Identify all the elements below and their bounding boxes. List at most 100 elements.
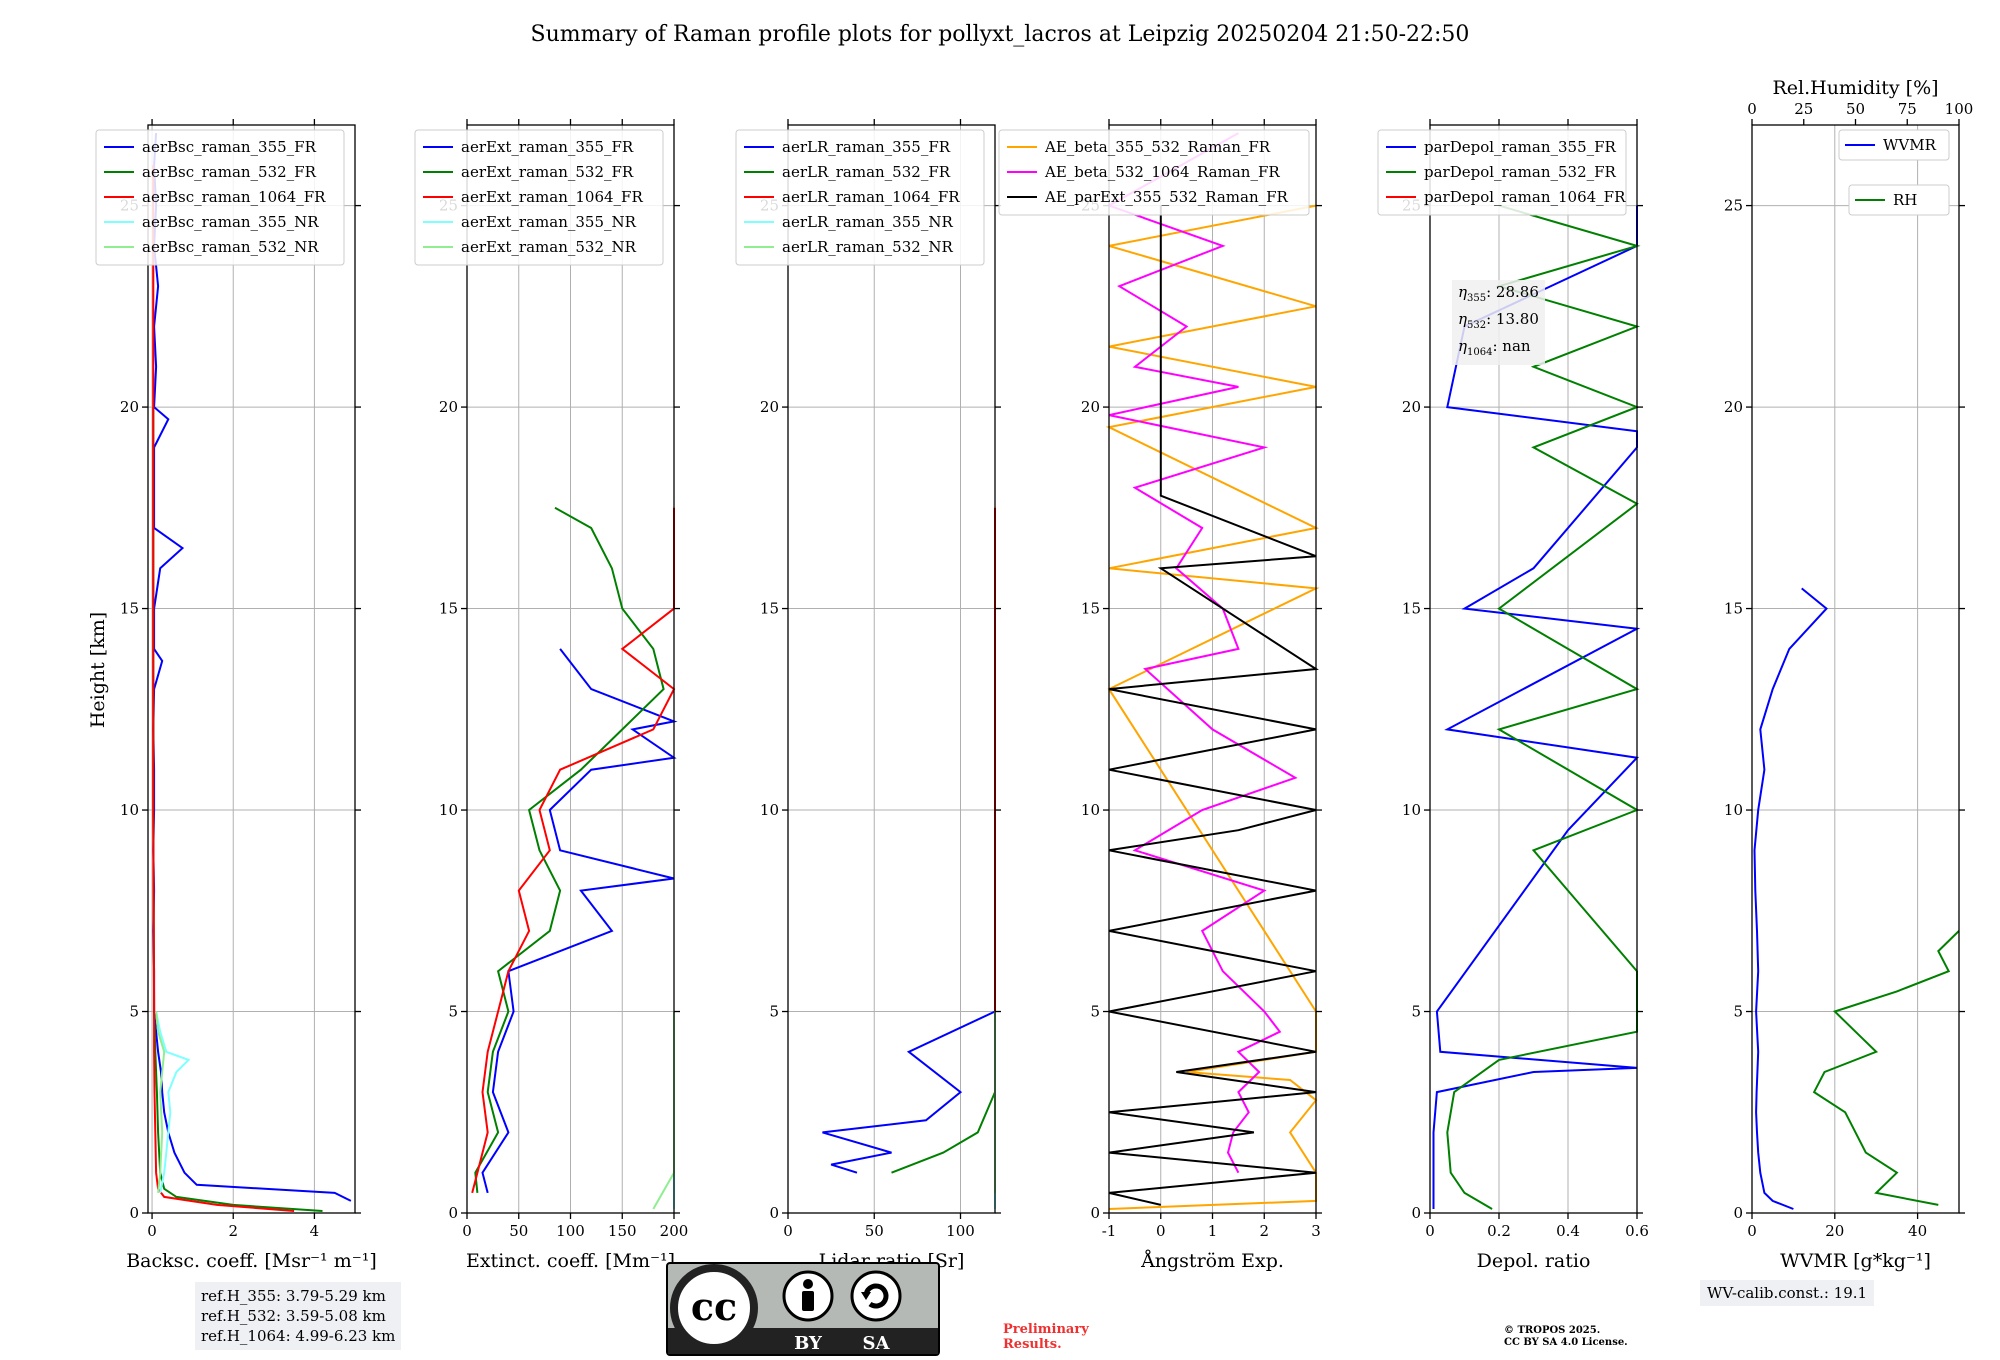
x-tick-label: 200	[660, 1222, 689, 1240]
y-tick-label: 5	[769, 1003, 779, 1021]
series-line-aerBsc_raman_355_FR	[152, 133, 352, 1202]
y-tick-label: 15	[760, 600, 779, 618]
eta532-value: 13.80	[1495, 310, 1539, 328]
series-line-aerExt_raman_532_NR	[652, 1011, 675, 1210]
y-tick-label: 5	[1733, 1003, 1743, 1021]
series-line-AE_beta_532_1064_Raman_FR	[1106, 132, 1298, 1174]
legend-label: aerLR_raman_355_NR	[782, 213, 953, 231]
y-tick-label: 5	[1411, 1003, 1421, 1021]
legend-box	[1377, 129, 1627, 216]
x-tick-label: 100	[946, 1222, 975, 1240]
x-tick-label: -1	[1102, 1222, 1117, 1240]
y-tick-label: 10	[1724, 801, 1743, 819]
legend-box	[998, 129, 1310, 216]
series-line-aerExt_raman_355_FR	[481, 648, 678, 1194]
y-tick-label: 20	[120, 398, 139, 416]
x-tick-label: 1	[1208, 1222, 1218, 1240]
eta355-value: 28.86	[1495, 283, 1539, 301]
x-tick-label: 0	[1747, 1222, 1757, 1240]
ref-height-532: ref.H_532: 3.59-5.08 km	[201, 1307, 386, 1325]
legend-label: aerLR_raman_532_FR	[782, 163, 951, 181]
panel-3: 0510152025050100Lidar ratio [Sr]aerLR_ra…	[735, 119, 1001, 1272]
x-tick-label: 20	[1825, 1222, 1844, 1240]
panel-frame	[1429, 124, 1638, 1214]
top-x-tick-label: 50	[1846, 100, 1865, 118]
legend-label: aerBsc_raman_355_FR	[142, 138, 317, 156]
cc-logo-icon	[670, 1264, 758, 1352]
y-tick-label: 15	[1724, 600, 1743, 618]
ref-height-355: ref.H_355: 3.79-5.29 km	[201, 1287, 386, 1305]
x-axis-label: Ångström Exp.	[1140, 1250, 1284, 1272]
legend-label: aerBsc_raman_532_FR	[142, 163, 317, 181]
y-tick-label: 0	[769, 1204, 779, 1222]
copyright-line-1: © TROPOS 2025.	[1504, 1325, 1601, 1336]
legend-label: WVMR	[1883, 136, 1937, 154]
series-line-RH	[1812, 930, 1960, 1206]
x-tick-label: 100	[556, 1222, 585, 1240]
chart-title: Summary of Raman profile plots for polly…	[530, 22, 1470, 47]
legend-label: aerExt_raman_532_NR	[461, 238, 637, 256]
series-line-aerLR_raman_355_FR	[822, 689, 996, 1174]
x-tick-label: 40	[1908, 1222, 1927, 1240]
x-tick-label: 0.6	[1625, 1222, 1649, 1240]
legend-box	[414, 129, 664, 266]
legend-label: aerLR_raman_1064_FR	[782, 188, 960, 206]
cc-logo-text: cc	[691, 1284, 737, 1329]
preliminary-line-2: Results.	[1003, 1337, 1062, 1352]
legend-label: parDepol_raman_355_FR	[1424, 138, 1617, 156]
wv-calibration-constant: WV-calib.const.: 19.1	[1700, 1280, 1875, 1306]
x-tick-label: 0	[147, 1222, 157, 1240]
x-axis-label: WVMR [g*kg⁻¹]	[1780, 1250, 1931, 1272]
copyright-line-2: CC BY SA 4.0 License.	[1504, 1337, 1628, 1348]
preliminary-line-1: Preliminary	[1003, 1322, 1089, 1337]
legend-label: aerBsc_raman_355_NR	[142, 213, 319, 231]
cc-license-badge: cc BY SA	[666, 1262, 940, 1356]
x-axis-label: Extinct. coeff. [Mm⁻¹]	[466, 1250, 675, 1272]
x-tick-label: 50	[865, 1222, 884, 1240]
copyright-note: © TROPOS 2025. CC BY SA 4.0 License.	[1504, 1325, 1628, 1349]
legend-box	[1838, 129, 1950, 161]
sa-label: SA	[863, 1333, 891, 1354]
legend-box	[95, 129, 345, 266]
y-tick-label: 10	[1402, 801, 1421, 819]
legend-label: aerExt_raman_532_FR	[461, 163, 634, 181]
x-tick-label: 0	[1156, 1222, 1166, 1240]
y-tick-label: 10	[120, 801, 139, 819]
x-tick-label: 0.4	[1556, 1222, 1580, 1240]
series-line-aerBsc_raman_532_NR	[155, 1011, 166, 1194]
series-line-aerBsc_raman_532_FR	[152, 407, 323, 1212]
x-tick-label: 4	[310, 1222, 320, 1240]
x-tick-label: 2	[1259, 1222, 1269, 1240]
y-tick-label: 0	[1090, 1204, 1100, 1222]
y-tick-label: 20	[439, 398, 458, 416]
y-tick-label: 5	[448, 1003, 458, 1021]
top-x-tick-label: 75	[1898, 100, 1917, 118]
panel-1: 0510152025024Backsc. coeff. [Msr⁻¹ m⁻¹]a…	[95, 119, 377, 1272]
y-tick-label: 0	[129, 1204, 139, 1222]
y-tick-label: 5	[129, 1003, 139, 1021]
y-tick-label: 10	[1081, 801, 1100, 819]
preliminary-note: Preliminary Results.	[1003, 1322, 1089, 1352]
legend-label: aerBsc_raman_1064_FR	[142, 188, 326, 206]
x-tick-label: 150	[608, 1222, 637, 1240]
sa-share-icon	[850, 1270, 902, 1322]
panel-frame	[147, 124, 356, 1214]
x-tick-label: 0	[462, 1222, 472, 1240]
eta355-label: η355: 28.86	[1458, 283, 1539, 304]
eta532-label: η532: 13.80	[1458, 310, 1539, 331]
panel-frame	[787, 124, 996, 1214]
panel-frame	[1751, 124, 1960, 1214]
y-tick-label: 0	[1733, 1204, 1743, 1222]
legend-label: aerExt_raman_1064_FR	[461, 188, 643, 206]
legend-box	[735, 129, 985, 266]
panel-6: 0 5 10 15 20 25 0 20 40 WVMR [g*kg⁻¹] 0 25 50 75 100 Re…	[1724, 77, 1973, 1272]
x-tick-label: 2	[228, 1222, 238, 1240]
x-axis-label: Backsc. coeff. [Msr⁻¹ m⁻¹]	[126, 1250, 377, 1272]
by-label: BY	[794, 1333, 823, 1354]
y-axis-label: Height [km]	[87, 612, 109, 728]
y-tick-label: 15	[120, 600, 139, 618]
series-line-AE_parExt_355_532_Raman_FR	[1108, 205, 1319, 1206]
ref-height-1064: ref.H_1064: 4.99-6.23 km	[201, 1327, 396, 1345]
